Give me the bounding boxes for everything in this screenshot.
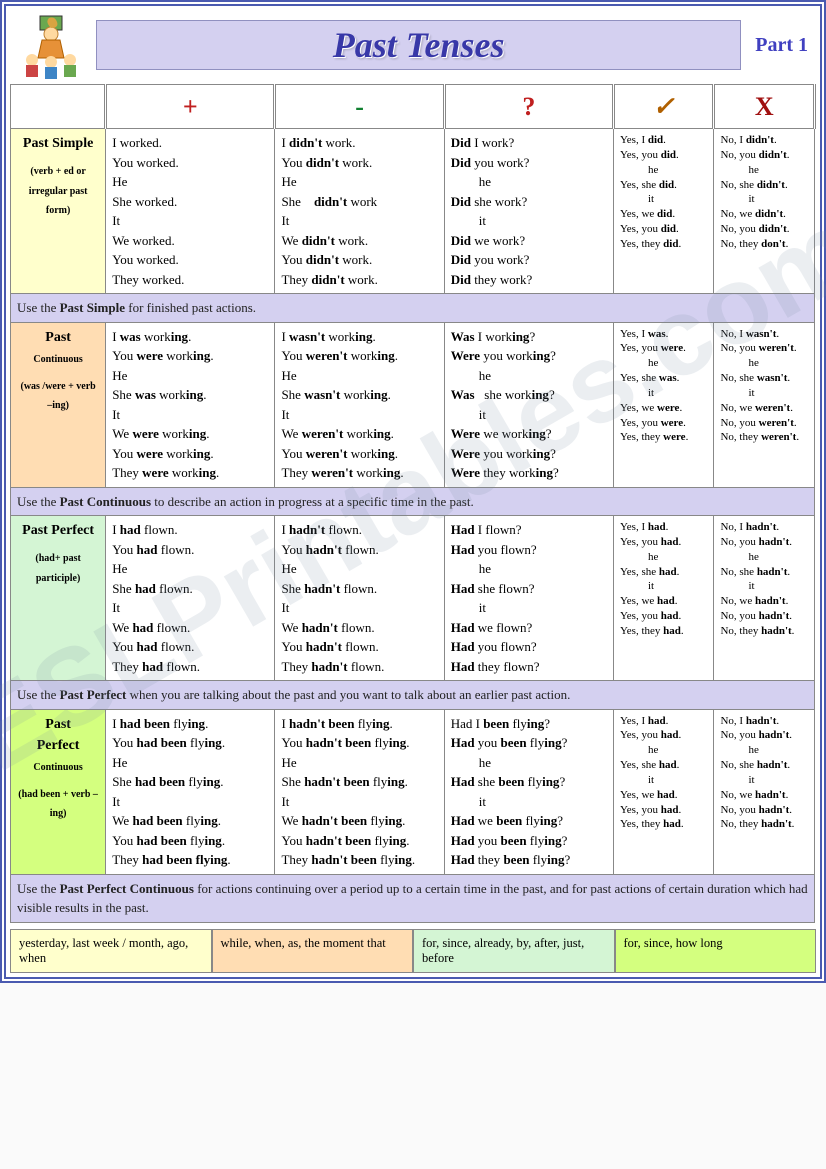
teacher-icon (10, 10, 90, 80)
question-cell: Did I work?Did you work?heDid she work?i… (444, 129, 613, 294)
usage-text: Use the Past Perfect Continuous for acti… (11, 874, 815, 922)
col-check: ✓ (613, 85, 714, 129)
tense-label-cell: PastContinuous (was /were + verb –ing) (11, 322, 106, 487)
usage-text: Use the Past Perfect when you are talkin… (11, 681, 815, 710)
yes-cell: Yes, I had.Yes, you had.heYes, she had.i… (613, 516, 714, 681)
col-plus: + (106, 85, 275, 129)
tense-name: PastPerfectContinuous (17, 714, 99, 777)
affirmative-cell: I had flown.You had flown.HeShe had flow… (106, 516, 275, 681)
symbol-header-row: + - ? ✓ X (11, 85, 815, 129)
usage-text: Use the Past Simple for finished past ac… (11, 294, 815, 323)
no-cell: No, I wasn't.No, you weren't.heNo, she w… (714, 322, 815, 487)
time-words-cell: yesterday, last week / month, ago, when (10, 929, 212, 973)
affirmative-cell: I had been flying.You had been flying.He… (106, 709, 275, 874)
tense-name: Past Simple (17, 133, 99, 154)
col-minus: - (275, 85, 444, 129)
col-cross: X (714, 85, 815, 129)
yes-cell: Yes, I was.Yes, you were.heYes, she was.… (613, 322, 714, 487)
time-words-cell: for, since, how long (615, 929, 817, 973)
usage-text: Use the Past Continuous to describe an a… (11, 487, 815, 516)
page-title: Past Tenses (333, 24, 505, 66)
tense-label-cell: Past Perfect (had+ past participle) (11, 516, 106, 681)
question-cell: Had I been flying?Had you been flying?he… (444, 709, 613, 874)
time-words-row: yesterday, last week / month, ago, whenw… (10, 929, 816, 973)
header: Past Tenses Part 1 (10, 10, 816, 80)
affirmative-cell: I was working.You were working.HeShe was… (106, 322, 275, 487)
blank-header (11, 85, 106, 129)
tense-formula: (verb + ed or irregular past form) (29, 166, 88, 216)
no-cell: No, I hadn't.No, you hadn't.heNo, she ha… (714, 709, 815, 874)
negative-cell: I wasn't working.You weren't working.HeS… (275, 322, 444, 487)
usage-row: Use the Past Simple for finished past ac… (11, 294, 815, 323)
title-banner: Past Tenses (96, 20, 741, 70)
usage-row: Use the Past Perfect when you are talkin… (11, 681, 815, 710)
tense-formula: (had been + verb –ing) (18, 789, 98, 820)
tense-row: PastContinuous (was /were + verb –ing) I… (11, 322, 815, 487)
tense-row: Past Perfect (had+ past participle) I ha… (11, 516, 815, 681)
tense-formula: (had+ past participle) (35, 553, 80, 584)
question-cell: Had I flown?Had you flown?heHad she flow… (444, 516, 613, 681)
yes-cell: Yes, I had.Yes, you had.heYes, she had.i… (613, 709, 714, 874)
negative-cell: I hadn't been flying.You hadn't been fly… (275, 709, 444, 874)
usage-row: Use the Past Continuous to describe an a… (11, 487, 815, 516)
no-cell: No, I hadn't.No, you hadn't.heNo, she ha… (714, 516, 815, 681)
part-label: Part 1 (747, 34, 816, 57)
tenses-table: + - ? ✓ X Past Simple (verb + ed or irre… (10, 84, 816, 923)
yes-cell: Yes, I did.Yes, you did.heYes, she did.i… (613, 129, 714, 294)
col-question: ? (444, 85, 613, 129)
no-cell: No, I didn't.No, you didn't.heNo, she di… (714, 129, 815, 294)
negative-cell: I didn't work.You didn't work.HeShe didn… (275, 129, 444, 294)
usage-row: Use the Past Perfect Continuous for acti… (11, 874, 815, 922)
time-words-cell: while, when, as, the moment that (212, 929, 414, 973)
tense-label-cell: PastPerfectContinuous (had been + verb –… (11, 709, 106, 874)
tense-row: Past Simple (verb + ed or irregular past… (11, 129, 815, 294)
tense-label-cell: Past Simple (verb + ed or irregular past… (11, 129, 106, 294)
tense-name: PastContinuous (17, 327, 99, 369)
time-words-cell: for, since, already, by, after, just, be… (413, 929, 615, 973)
tense-formula: (was /were + verb –ing) (20, 381, 95, 412)
tense-name: Past Perfect (17, 520, 99, 541)
negative-cell: I hadn't flown.You hadn't flown.HeShe ha… (275, 516, 444, 681)
tense-row: PastPerfectContinuous (had been + verb –… (11, 709, 815, 874)
question-cell: Was I working?Were you working?heWas she… (444, 322, 613, 487)
affirmative-cell: I worked.You worked.HeShe worked.ItWe wo… (106, 129, 275, 294)
worksheet-page: ESLPrintables.com Past Tenses Part 1 (0, 0, 826, 983)
